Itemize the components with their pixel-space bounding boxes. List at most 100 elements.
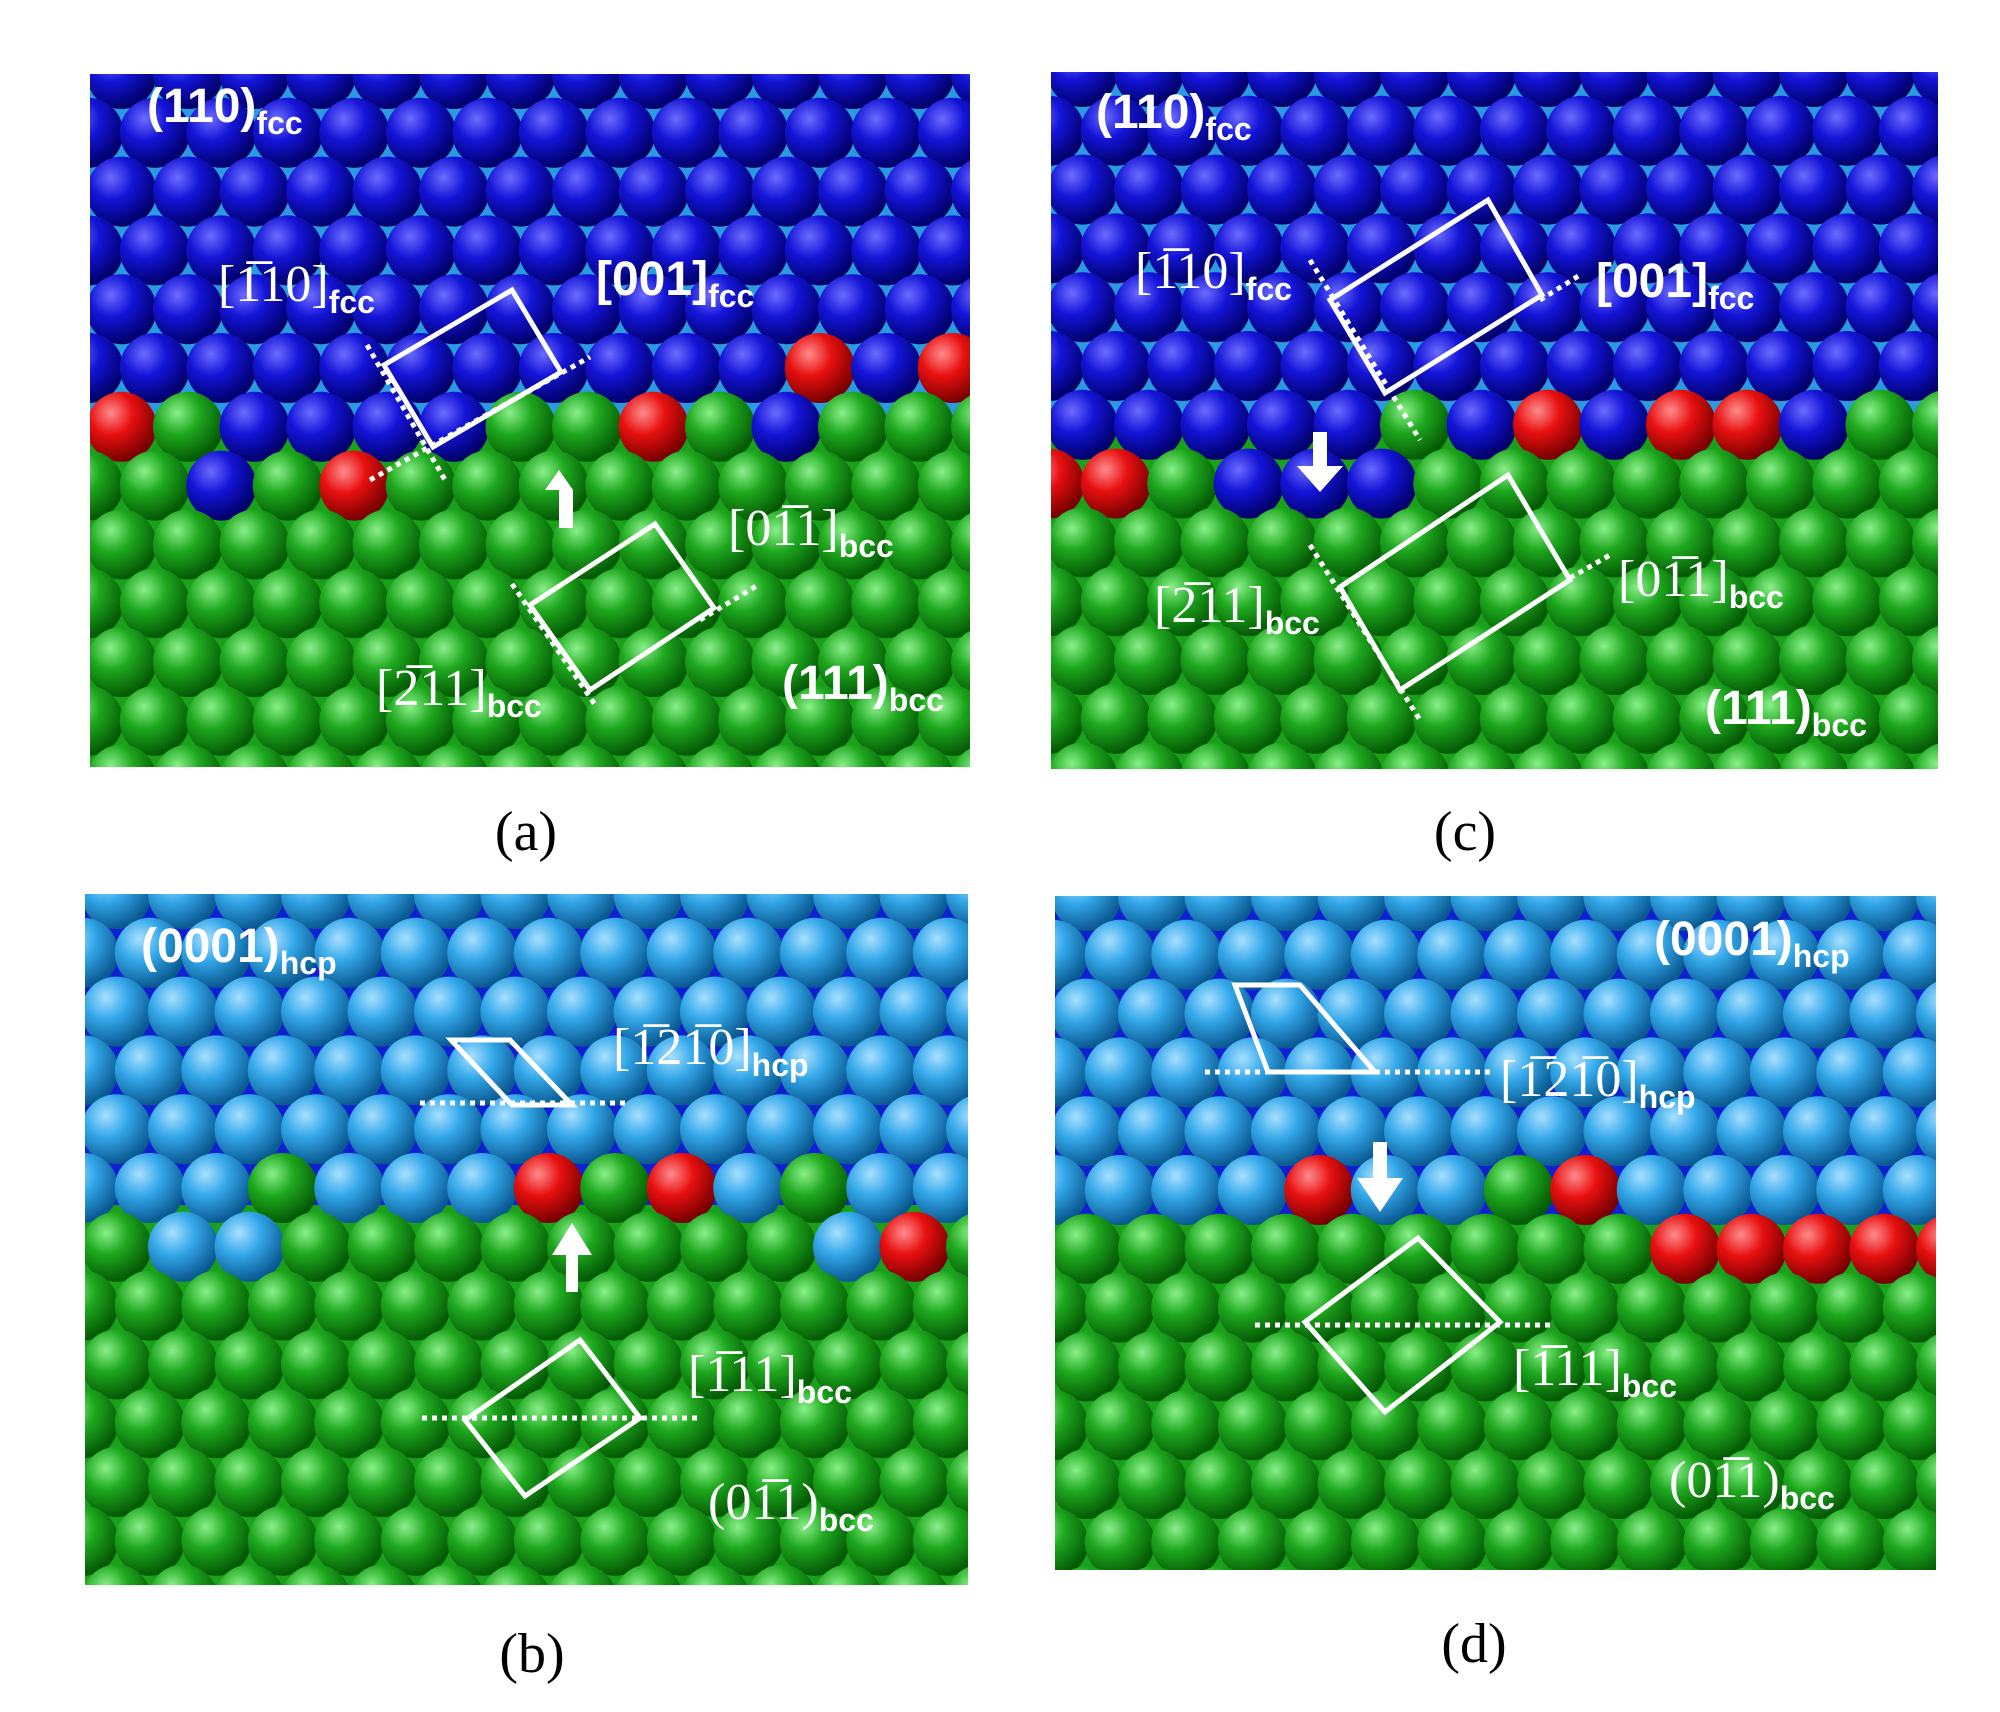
atom xyxy=(718,568,789,639)
atom xyxy=(1878,448,1938,519)
atom xyxy=(1845,272,1916,343)
atom xyxy=(1380,72,1450,107)
atom xyxy=(879,894,950,929)
atom xyxy=(347,1094,418,1165)
dotted-axis xyxy=(1538,272,1582,303)
atom xyxy=(1118,1449,1188,1519)
atom xyxy=(15,1094,85,1164)
atom xyxy=(1413,331,1484,401)
atom xyxy=(1749,919,1820,990)
atom xyxy=(1350,1390,1421,1461)
atom xyxy=(1213,95,1284,166)
atom xyxy=(1612,95,1683,166)
atom xyxy=(85,1388,119,1459)
atom xyxy=(1550,1155,1621,1225)
atom xyxy=(20,745,90,815)
atom xyxy=(1816,919,1887,990)
atom xyxy=(1251,1449,1321,1519)
atom xyxy=(985,1567,1055,1637)
atom xyxy=(1845,154,1916,225)
atom xyxy=(1546,331,1617,401)
atom xyxy=(1280,331,1351,401)
atom xyxy=(753,744,820,767)
atom xyxy=(1849,1096,1920,1167)
atom xyxy=(1783,896,1853,931)
atom xyxy=(981,625,1051,695)
atom xyxy=(580,1505,651,1576)
atom xyxy=(1147,95,1218,166)
atom xyxy=(585,215,656,286)
atom xyxy=(1479,683,1550,754)
atom xyxy=(751,391,822,462)
atom xyxy=(751,627,822,697)
atom xyxy=(746,1094,817,1165)
atom xyxy=(1616,1155,1687,1225)
atom xyxy=(1816,1155,1887,1225)
atom xyxy=(1213,213,1284,284)
atom xyxy=(585,333,656,403)
atom xyxy=(846,1153,917,1223)
atom xyxy=(1284,1390,1355,1461)
atom xyxy=(1147,801,1217,871)
atom xyxy=(1816,1390,1887,1461)
atom xyxy=(1380,625,1450,695)
atom xyxy=(981,272,1051,342)
atom xyxy=(281,976,351,1047)
atom xyxy=(119,333,190,403)
annotation: [01̅1]bcc xyxy=(1618,551,1784,615)
atom xyxy=(813,1329,883,1400)
atom xyxy=(917,333,970,403)
annotation-text: [001] xyxy=(1596,255,1708,308)
atom xyxy=(818,509,888,580)
atom xyxy=(613,976,684,1047)
atom xyxy=(1051,213,1085,284)
atom xyxy=(1683,1390,1754,1461)
atom xyxy=(1151,1507,1222,1570)
annotation-text: [2̅11] xyxy=(1154,577,1265,634)
atom xyxy=(613,1094,684,1165)
atom xyxy=(447,1388,518,1459)
annotation-subscript: fcc xyxy=(708,278,754,314)
atom xyxy=(985,979,1055,1049)
atom xyxy=(1646,272,1716,343)
atom xyxy=(221,744,288,767)
atom xyxy=(1916,896,1936,928)
atom xyxy=(1413,566,1484,637)
atom xyxy=(1816,1272,1887,1343)
atom xyxy=(1247,272,1317,343)
atom xyxy=(1550,919,1621,990)
atom xyxy=(1217,1037,1288,1108)
atom xyxy=(119,450,190,521)
atom xyxy=(1613,801,1683,871)
panel-caption: (a) xyxy=(495,801,557,863)
atom xyxy=(352,509,423,580)
atom xyxy=(452,97,523,168)
atom xyxy=(1118,896,1188,931)
atom xyxy=(1280,213,1351,284)
atom xyxy=(281,1094,351,1165)
atom xyxy=(580,1153,651,1223)
atom xyxy=(1217,1507,1288,1570)
atom xyxy=(90,274,157,345)
atom xyxy=(1417,1155,1488,1225)
atom xyxy=(886,744,953,767)
atom xyxy=(419,74,489,109)
overlays xyxy=(364,196,1612,1500)
atom xyxy=(1912,508,1938,577)
atom xyxy=(1147,566,1218,637)
atom xyxy=(485,74,556,109)
atom xyxy=(1513,272,1583,343)
atom xyxy=(1055,919,1089,990)
unit-cell xyxy=(1326,196,1546,397)
atom xyxy=(784,685,855,756)
atom xyxy=(114,1388,185,1459)
atom xyxy=(718,685,789,756)
atom xyxy=(15,1565,85,1635)
atom xyxy=(181,1153,252,1223)
atom xyxy=(552,156,622,227)
atom xyxy=(1114,389,1184,460)
atom xyxy=(352,627,423,697)
dotted-axis xyxy=(1568,552,1612,581)
atom xyxy=(1878,331,1938,401)
atom xyxy=(879,1211,950,1282)
